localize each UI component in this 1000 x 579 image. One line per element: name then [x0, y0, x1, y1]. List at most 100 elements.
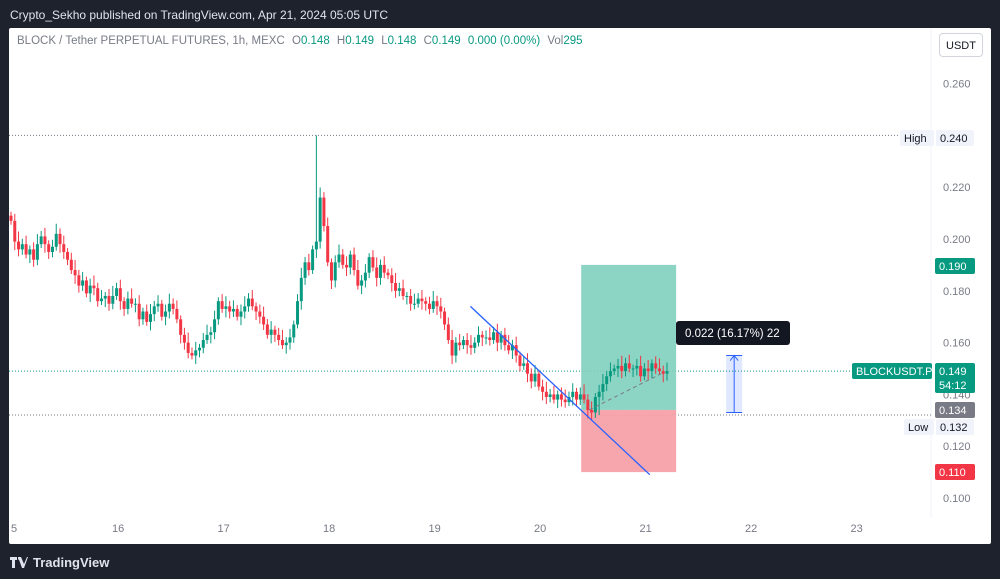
- candle-body: [646, 368, 650, 372]
- high-label-badge-bg: [900, 130, 934, 146]
- y-tick-label: 0.160: [943, 338, 971, 350]
- low-label: L: [381, 35, 388, 47]
- candle-body: [439, 306, 443, 312]
- candle-body: [635, 365, 639, 369]
- candle-body: [624, 363, 628, 372]
- candle-body: [258, 311, 262, 317]
- candle-body: [284, 342, 288, 346]
- candle-body: [578, 394, 582, 400]
- candle-body: [216, 301, 220, 320]
- candle-body: [182, 334, 186, 343]
- candle-body: [424, 301, 428, 304]
- candle-body: [378, 264, 382, 278]
- currency-button[interactable]: USDT: [939, 33, 983, 57]
- candle-body: [198, 347, 202, 351]
- high-label: H: [336, 35, 346, 47]
- measure-label-box: [676, 321, 790, 345]
- candle-body: [239, 311, 243, 317]
- candle-body: [96, 288, 100, 302]
- y-tick-label: 0.200: [943, 234, 971, 246]
- candle-body: [152, 306, 156, 315]
- candle-body: [13, 220, 17, 242]
- candle-body: [69, 259, 73, 271]
- candle-body: [265, 324, 269, 335]
- chart-panel[interactable]: 0.2600.2400.2200.2000.1800.1600.1400.120…: [9, 28, 991, 544]
- candle-body: [92, 285, 96, 289]
- symbol-name: BLOCK / Tether PERPETUAL FUTURES, 1h, ME…: [17, 35, 285, 47]
- candle-body: [254, 306, 258, 312]
- candle-body: [164, 311, 168, 317]
- measure-arrow-head: [729, 354, 739, 361]
- candle-body: [9, 215, 13, 221]
- candle-body: [122, 301, 126, 309]
- candle-body: [620, 365, 624, 372]
- candle-body: [360, 280, 364, 286]
- stop-price-tag: 0.110: [939, 467, 966, 479]
- candle-body: [66, 251, 70, 260]
- candle-body: [605, 376, 609, 385]
- candle-body: [476, 334, 480, 343]
- candle-body: [420, 298, 424, 302]
- candle-body: [250, 298, 254, 307]
- candle-body: [47, 244, 51, 252]
- candle-body: [541, 386, 545, 392]
- candle-body: [458, 342, 462, 346]
- target-zone[interactable]: [581, 264, 677, 410]
- low-value-badge: 0.132: [940, 422, 968, 434]
- candle-body: [363, 272, 367, 281]
- candle-body: [175, 308, 179, 320]
- entry-price-tag: 0.134: [939, 405, 967, 417]
- candle-body: [469, 345, 473, 348]
- candle-body: [190, 352, 194, 356]
- candle-body: [311, 249, 315, 271]
- x-tick-label: 17: [218, 523, 230, 535]
- candle-body: [431, 301, 435, 309]
- candle-body: [642, 368, 646, 377]
- candle-body: [280, 340, 284, 346]
- candle-body: [371, 257, 375, 268]
- candle-body: [367, 257, 371, 273]
- candle-body: [39, 236, 43, 245]
- candle-body: [390, 275, 394, 284]
- measure-label: 0.022 (16.17%) 22: [685, 328, 780, 340]
- candle-body: [639, 365, 643, 377]
- candle-body: [556, 394, 560, 400]
- candle-body: [326, 226, 330, 263]
- candle-body: [292, 324, 296, 338]
- candle-body: [118, 288, 122, 302]
- price-chart[interactable]: 0.2600.2400.2200.2000.1800.1600.1400.120…: [9, 28, 991, 544]
- y-tick-label: 0.120: [943, 441, 971, 453]
- candle-body: [409, 295, 413, 304]
- candle-body: [465, 340, 469, 346]
- candle-body: [627, 363, 631, 369]
- candle-body: [148, 314, 152, 322]
- candle-body: [341, 254, 345, 265]
- high-value-badge-bg: [936, 130, 974, 146]
- candle-body: [269, 329, 273, 335]
- entry-price-tag-bg: [935, 402, 975, 418]
- candle-body: [54, 233, 58, 247]
- trendline[interactable]: [469, 305, 651, 476]
- candle-body: [608, 371, 612, 377]
- candle-body: [382, 264, 386, 273]
- candle-body: [443, 311, 447, 325]
- candle-body: [130, 298, 134, 304]
- candle-body: [654, 363, 658, 369]
- candle-body: [548, 394, 552, 397]
- candle-body: [17, 241, 21, 250]
- stop-zone[interactable]: [581, 409, 677, 473]
- candle-body: [446, 324, 450, 341]
- candle-body: [563, 399, 567, 403]
- x-tick-label: 16: [112, 523, 124, 535]
- candle-body: [220, 301, 224, 309]
- tradingview-logo[interactable]: TradingView: [10, 555, 109, 570]
- footer-bar: TradingView: [0, 546, 1000, 579]
- candle-body: [601, 384, 605, 392]
- candle-body: [356, 270, 360, 286]
- candle-body: [160, 303, 164, 317]
- x-tick-label: 5: [11, 523, 17, 535]
- candle-body: [571, 391, 575, 397]
- candle-body: [461, 340, 465, 346]
- candle-body: [228, 306, 232, 312]
- candle-body: [307, 262, 311, 271]
